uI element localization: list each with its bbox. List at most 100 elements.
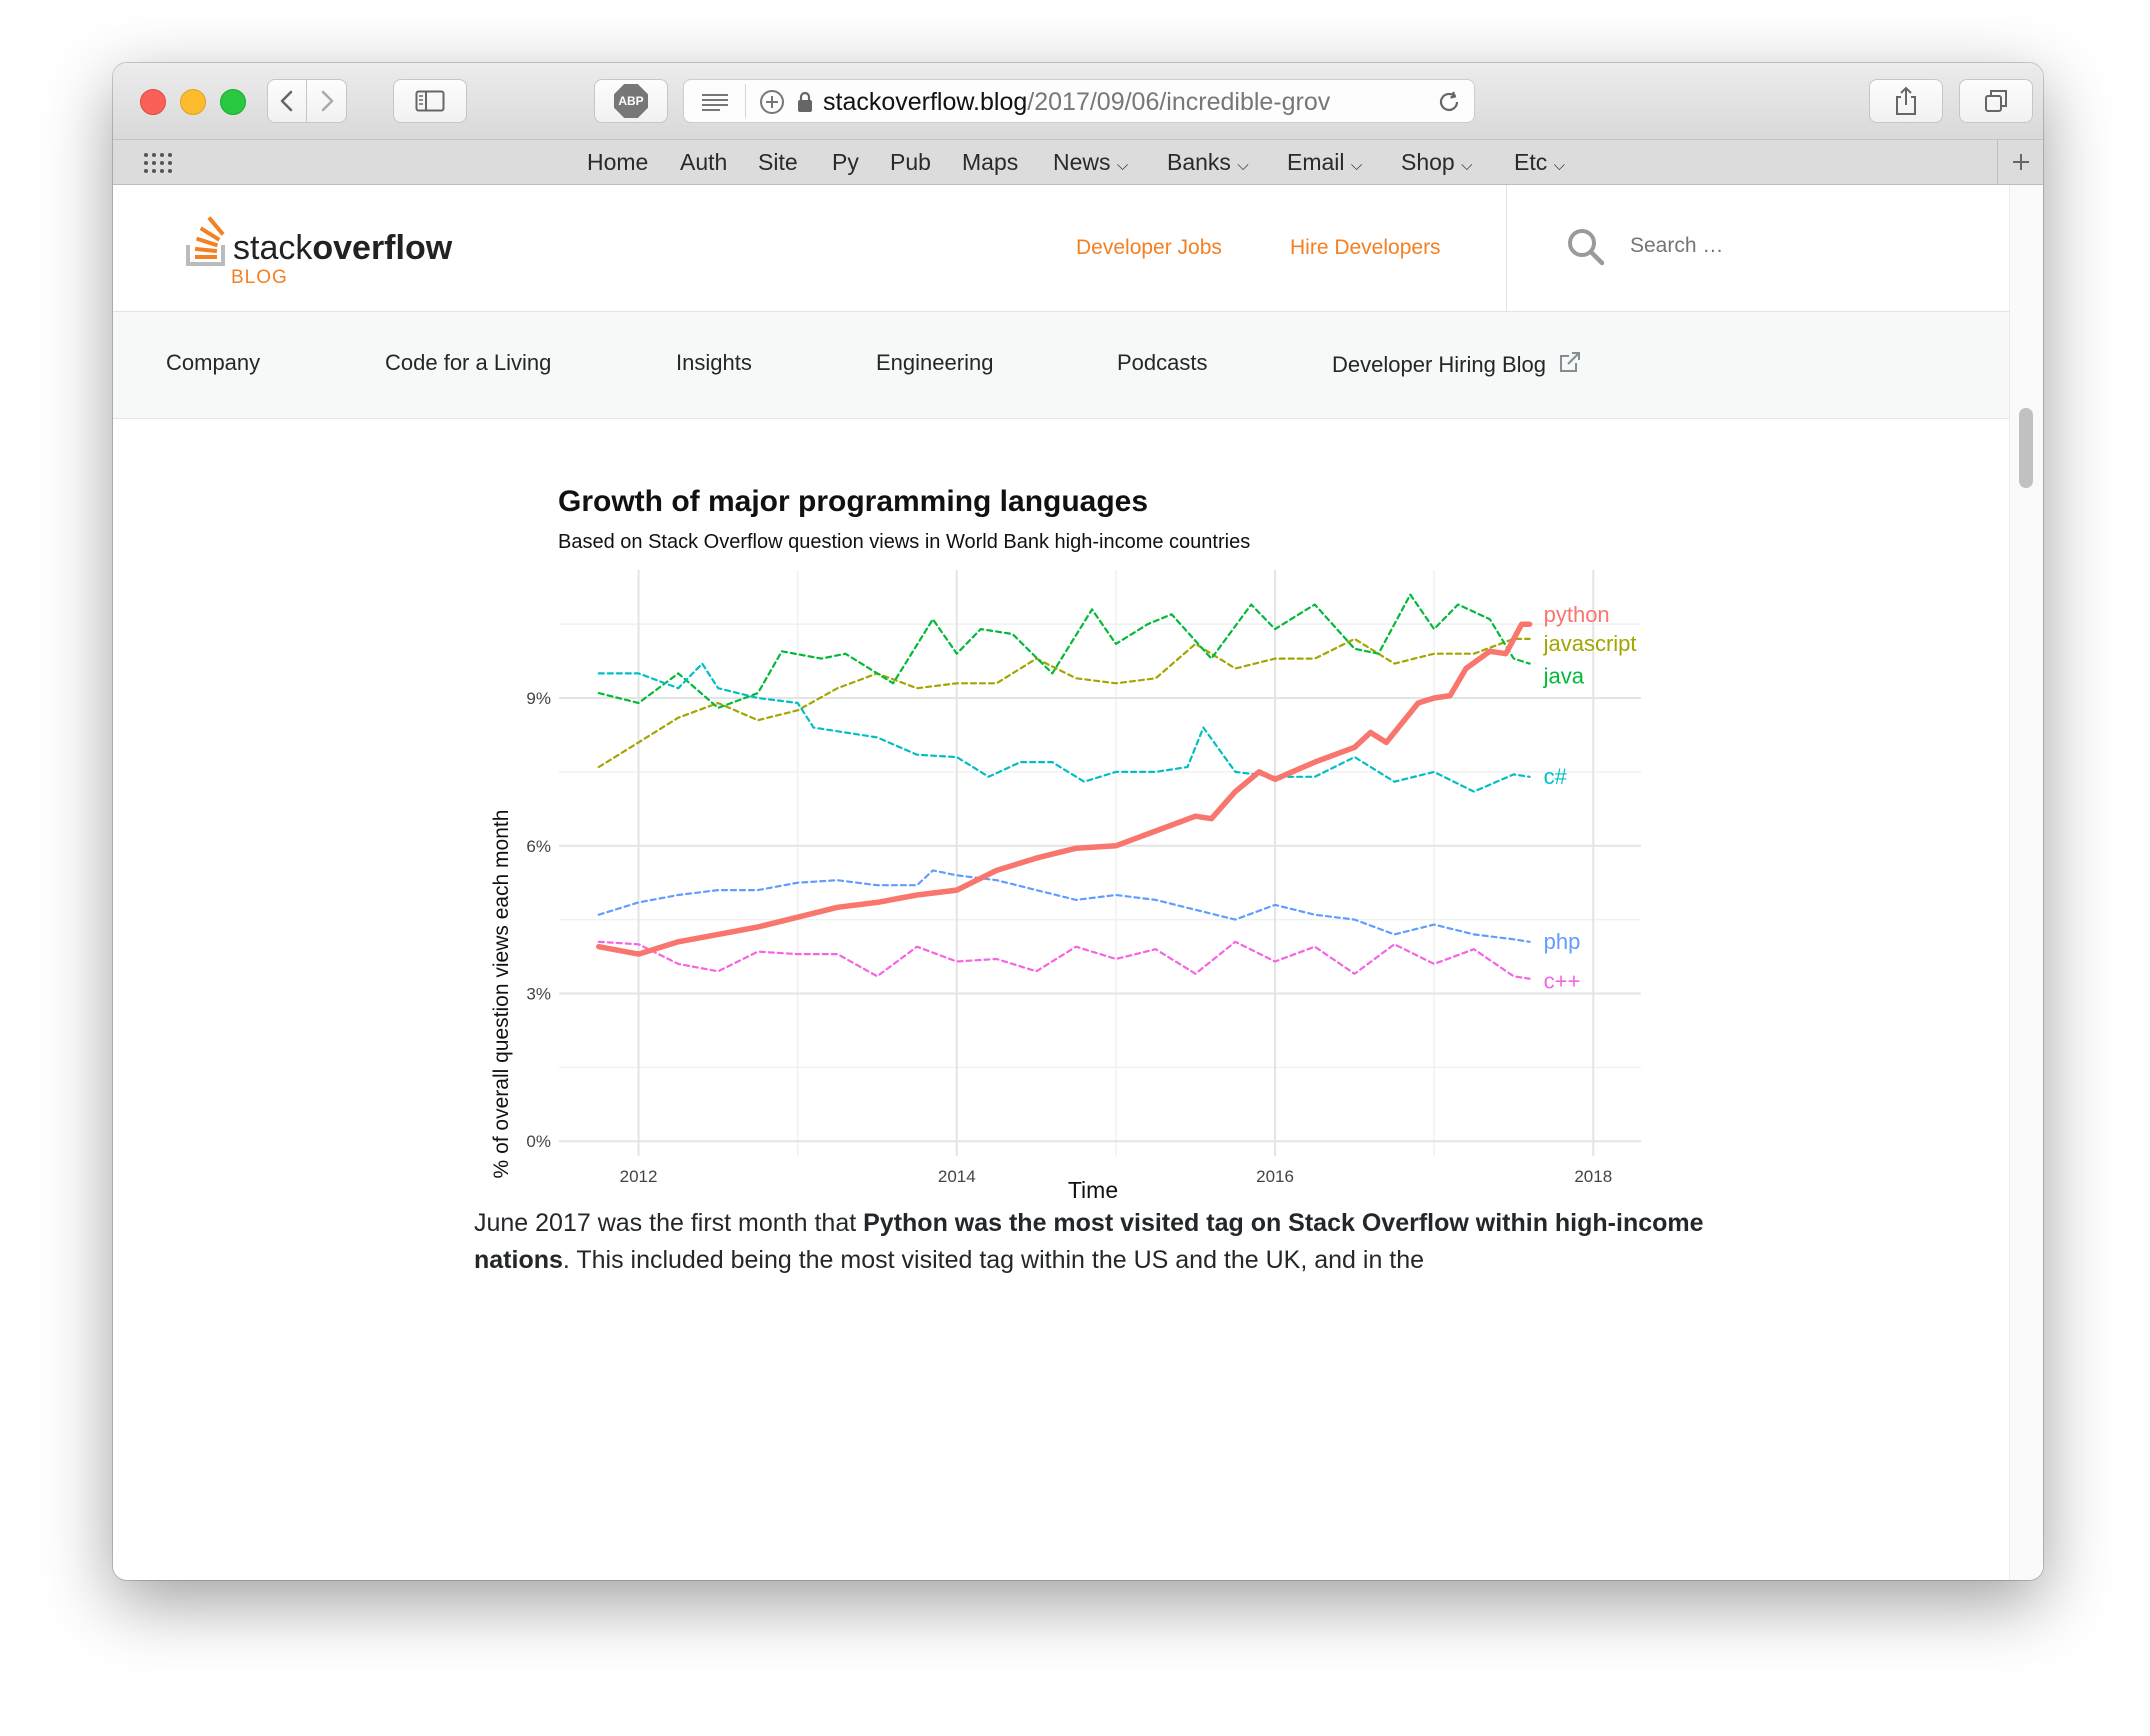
bookmark-etc-label: Etc [1514, 149, 1548, 175]
adblock-button[interactable]: ABP [594, 79, 668, 123]
y-tick-label: 3% [526, 984, 551, 1003]
url-text: stackoverflow.blog/2017/09/06/incredible… [823, 88, 1383, 117]
series-label-csharp: c# [1544, 764, 1568, 789]
article-paragraph: June 2017 was the first month that Pytho… [474, 1205, 1734, 1279]
chevron-down-icon: ⌵ [1553, 157, 1565, 174]
bookmark-banks-folder[interactable]: Banks ⌵ [1167, 149, 1249, 176]
bookmark-email-label: Email [1287, 149, 1345, 175]
bookmark-pub[interactable]: Pub [890, 149, 931, 175]
chevron-down-icon: ⌵ [1461, 157, 1473, 174]
series-label-java: java [1543, 664, 1585, 689]
sidebar-icon [415, 90, 445, 112]
nav-company[interactable]: Company [166, 350, 261, 375]
para-text-2: . This included being the most visited t… [562, 1246, 1425, 1274]
address-divider [745, 84, 746, 118]
scrollbar-thumb[interactable] [2019, 408, 2033, 488]
address-bar[interactable]: stackoverflow.blog/2017/09/06/incredible… [683, 79, 1475, 123]
reader-mode-icon[interactable] [700, 91, 730, 113]
sidebar-toggle-button[interactable] [393, 79, 467, 123]
nav-code-for-a-living[interactable]: Code for a Living [385, 350, 552, 375]
chevron-down-icon: ⌵ [1237, 157, 1249, 174]
share-icon [1896, 86, 1916, 115]
x-axis-label: Time [1068, 1177, 1118, 1203]
url-path: /2017/09/06/incredible-grov [1027, 88, 1331, 116]
nav-engineering[interactable]: Engineering [876, 350, 994, 375]
browser-window: ABP stackoverflow.blog/2017/09/06/incred… [113, 63, 2043, 1580]
bookmarks-bar: Home Auth Site Py Pub Maps News ⌵ Banks … [113, 140, 2043, 185]
x-tick-label: 2014 [938, 1167, 976, 1186]
adblock-label: ABP [618, 94, 644, 108]
x-tick-label: 2016 [1256, 1167, 1294, 1186]
y-tick-label: 9% [526, 689, 551, 708]
new-tab-button[interactable] [1997, 140, 2043, 184]
reload-icon[interactable] [1436, 89, 1462, 115]
site-header: stackoverflow BLOG Developer Jobs Hire D… [113, 185, 2010, 312]
lock-icon [798, 91, 812, 112]
nav-developer-hiring-blog[interactable]: Developer Hiring Blog [1332, 350, 1582, 378]
search-input[interactable] [1628, 229, 1872, 263]
chart-subtitle: Based on Stack Overflow question views i… [558, 531, 1251, 553]
header-divider [1506, 185, 1507, 311]
tabs-icon [1985, 90, 2007, 112]
hire-developers-link[interactable]: Hire Developers [1290, 236, 1441, 259]
series-label-cpp: c++ [1544, 969, 1581, 994]
x-tick-label: 2018 [1574, 1167, 1612, 1186]
scrollbar[interactable] [2009, 185, 2043, 1580]
chevron-down-icon: ⌵ [1350, 157, 1363, 174]
category-nav: Company Code for a Living Insights Engin… [113, 312, 2010, 419]
bookmark-maps[interactable]: Maps [962, 149, 1019, 175]
series-line-java [597, 593, 1531, 709]
y-tick-label: 6% [526, 837, 551, 856]
chart-labels: 0% 3% 6% 9% 2012 2014 2016 2018 javascript java c#… [526, 602, 1636, 1186]
series-line-python [596, 621, 1533, 957]
bookmark-py[interactable]: Py [832, 149, 859, 175]
para-text-1: June 2017 was the first month that [474, 1209, 864, 1237]
bookmark-email-folder[interactable]: Email ⌵ [1287, 149, 1362, 176]
minimize-window-button[interactable] [180, 89, 206, 115]
plus-icon [2013, 154, 2029, 170]
add-page-icon[interactable] [758, 88, 786, 116]
chevron-right-icon [321, 90, 333, 112]
bookmark-auth[interactable]: Auth [680, 149, 728, 175]
bookmark-news-folder[interactable]: News ⌵ [1053, 149, 1128, 176]
bookmark-etc-folder[interactable]: Etc ⌵ [1514, 149, 1565, 176]
para-bold-text: Python was the most visited tag on Stack… [474, 1209, 1704, 1274]
series-line-javascript [597, 637, 1531, 769]
forward-button[interactable] [307, 79, 347, 123]
browser-toolbar: ABP stackoverflow.blog/2017/09/06/incred… [113, 63, 2043, 140]
chart-grid [559, 570, 1641, 1156]
series-label-python: python [1544, 602, 1610, 627]
nav-insights[interactable]: Insights [676, 350, 752, 375]
series-line-php [597, 869, 1531, 943]
developer-jobs-link[interactable]: Developer Jobs [1076, 236, 1222, 259]
bookmark-shop-label: Shop [1401, 149, 1455, 175]
chart-series [596, 593, 1533, 980]
x-tick-label: 2012 [620, 1167, 658, 1186]
logo-wordmark: stackoverflow [233, 229, 452, 268]
logo-text-light: stack [233, 229, 313, 267]
grid-apps-icon[interactable] [143, 152, 173, 174]
logo-text-bold: overflow [312, 229, 453, 267]
share-button[interactable] [1869, 79, 1943, 123]
bookmark-site[interactable]: Site [758, 149, 798, 175]
search-icon[interactable] [1566, 227, 1606, 267]
bookmark-shop-folder[interactable]: Shop ⌵ [1401, 149, 1472, 176]
external-link-icon [1560, 352, 1581, 372]
page-content: stackoverflow BLOG Developer Jobs Hire D… [113, 185, 2043, 1580]
series-line-cpp [597, 940, 1531, 980]
close-window-button[interactable] [140, 89, 166, 115]
bookmark-home[interactable]: Home [587, 149, 649, 175]
nav-podcasts[interactable]: Podcasts [1117, 350, 1208, 375]
back-button[interactable] [267, 79, 307, 123]
bookmark-banks-label: Banks [1167, 149, 1231, 175]
series-line-csharp [597, 662, 1531, 793]
logo-blog-label: BLOG [231, 267, 288, 288]
y-axis-label: % of overall question views each month [490, 810, 513, 1179]
chevron-down-icon: ⌵ [1116, 157, 1129, 174]
tabs-overview-button[interactable] [1959, 79, 2033, 123]
site-logo[interactable]: stackoverflow BLOG [185, 211, 455, 291]
zoom-window-button[interactable] [220, 89, 246, 115]
chart-title: Growth of major programming languages [558, 485, 1149, 518]
chevron-left-icon [280, 90, 293, 112]
language-growth-chart: 0% 3% 6% 9% 2012 2014 2016 2018 javascript java c#… [490, 570, 1641, 1203]
